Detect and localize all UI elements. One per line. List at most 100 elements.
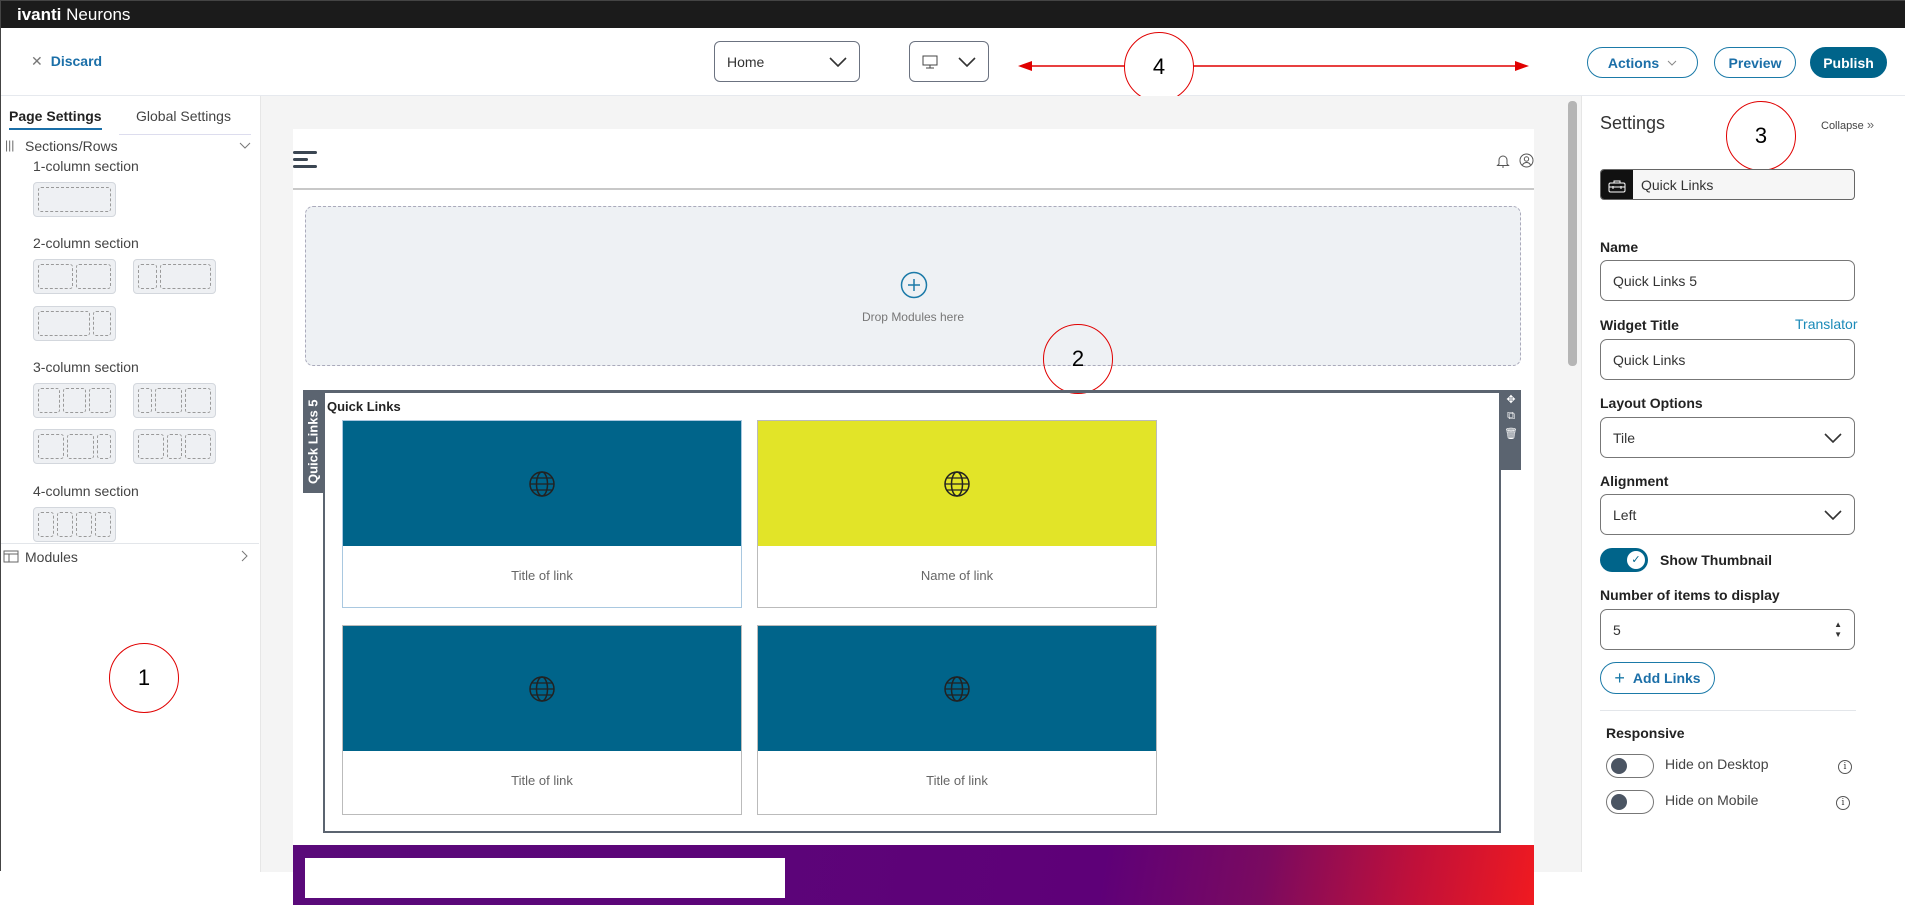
page-canvas: Drop Modules here 2 Quick Links 5 Quick … — [261, 96, 1581, 905]
tile-label: Title of link — [926, 773, 988, 788]
chevron-down-icon — [1824, 509, 1842, 520]
name-input[interactable]: Quick Links 5 — [1600, 260, 1855, 301]
double-chevron-right-icon: » — [1866, 117, 1875, 132]
divider — [1, 543, 259, 544]
widget-toolbar: ✥ ⧉ 🗑 — [1501, 390, 1521, 470]
alignment-label: Alignment — [1600, 473, 1669, 489]
trash-icon[interactable]: 🗑 — [1504, 428, 1518, 440]
add-links-button[interactable]: + Add Links — [1600, 662, 1715, 694]
close-icon: ✕ — [31, 53, 43, 69]
annotation-arrow — [1018, 61, 1529, 71]
alignment-select[interactable]: Left — [1600, 494, 1855, 535]
hide-desktop-label: Hide on Desktop — [1665, 756, 1769, 772]
tile-label: Title of link — [511, 773, 573, 788]
annotation-4: 4 — [1124, 32, 1194, 102]
annotation-3: 3 — [1726, 101, 1796, 171]
desktop-icon — [922, 55, 938, 68]
bell-icon[interactable] — [1496, 153, 1510, 169]
preview-button[interactable]: Preview — [1714, 47, 1796, 78]
hide-mobile-toggle[interactable] — [1606, 790, 1654, 814]
globe-icon — [529, 675, 555, 702]
layout-4col[interactable] — [33, 507, 116, 542]
discard-button[interactable]: ✕ Discard — [31, 53, 103, 69]
page-header-divider — [293, 188, 1534, 190]
tab-divider — [119, 134, 251, 135]
tile-label: Name of link — [920, 568, 994, 583]
quick-links-widget[interactable]: Quick Links ✥ ⧉ 🗑 Title of link Name of li… — [323, 390, 1521, 833]
layout-3col-b[interactable] — [33, 429, 116, 464]
page-select[interactable]: Home — [714, 41, 860, 82]
chevron-down-icon — [958, 56, 976, 67]
sections-rows-header[interactable]: ||| Sections/Rows — [1, 138, 256, 158]
annotation-1: 1 — [109, 643, 179, 713]
actions-button[interactable]: Actions — [1587, 47, 1698, 78]
modules-header[interactable]: Modules — [1, 546, 256, 568]
group-label: 4-column section — [33, 483, 139, 499]
chevron-down-icon — [239, 142, 251, 149]
group-label: 1-column section — [33, 158, 139, 174]
chevron-down-icon — [1667, 60, 1677, 66]
copy-icon[interactable]: ⧉ — [1507, 410, 1515, 422]
widget-title-label: Widget Title — [1600, 317, 1679, 333]
drag-handle-icon: ||| — [5, 138, 15, 152]
publish-button[interactable]: Publish — [1810, 47, 1887, 78]
module-type-box: Quick Links — [1600, 169, 1855, 200]
add-circle-icon[interactable] — [900, 271, 928, 299]
left-panel: Page Settings Global Settings ||| Sectio… — [1, 96, 261, 872]
move-icon[interactable]: ✥ — [1506, 394, 1516, 406]
hide-desktop-toggle[interactable] — [1606, 754, 1654, 778]
layout-2col-equal[interactable] — [33, 259, 116, 294]
layout-2col-narrow-wide[interactable] — [133, 259, 216, 294]
layout-3col-c[interactable] — [133, 429, 216, 464]
banner-search-box[interactable] — [305, 858, 785, 898]
widget-name-tab[interactable]: Quick Links 5 — [303, 390, 323, 493]
widget-title-input[interactable]: Quick Links — [1600, 339, 1855, 380]
stepper-icon[interactable]: ▲ ▼ — [1834, 619, 1842, 639]
annotation-2: 2 — [1043, 324, 1113, 394]
items-count-input[interactable]: 5 ▲ ▼ — [1600, 609, 1855, 650]
layout-3col-equal[interactable] — [33, 383, 116, 418]
group-label: 2-column section — [33, 235, 139, 251]
page-preview: Drop Modules here 2 Quick Links 5 Quick … — [293, 129, 1534, 905]
settings-panel: Settings Collapse » 3 Quick Links Name Q… — [1581, 96, 1905, 872]
show-thumbnail-toggle[interactable]: ✓ — [1600, 548, 1648, 572]
tab-page-settings[interactable]: Page Settings — [9, 108, 102, 130]
drop-zone-text: Drop Modules here — [861, 310, 965, 324]
plus-icon: + — [1614, 667, 1625, 688]
editor-header: ✕ Discard Home 4 Actions Preview Publish — [1, 28, 1905, 102]
layout-3col-a[interactable] — [133, 383, 216, 418]
top-bar: ivanti Neurons — [1, 1, 1905, 28]
globe-icon — [944, 675, 970, 702]
widget-title: Quick Links — [327, 399, 401, 414]
items-label: Number of items to display — [1600, 587, 1780, 603]
settings-title: Settings — [1600, 113, 1666, 133]
canvas-scrollbar[interactable] — [1568, 101, 1577, 366]
translator-link[interactable]: Translator — [1795, 316, 1858, 332]
link-tile[interactable]: Title of link — [342, 420, 742, 608]
layout-1col[interactable] — [33, 182, 116, 217]
info-icon[interactable]: i — [1838, 760, 1852, 774]
info-icon[interactable]: i — [1836, 796, 1850, 810]
layout-2col-wide-narrow[interactable] — [33, 306, 116, 341]
check-icon: ✓ — [1627, 551, 1645, 569]
layout-options-label: Layout Options — [1600, 395, 1703, 411]
link-tile[interactable]: Name of link — [757, 420, 1157, 608]
link-tile[interactable]: Title of link — [757, 625, 1157, 815]
globe-icon — [944, 470, 970, 497]
chevron-down-icon — [1824, 432, 1842, 443]
user-icon[interactable] — [1519, 153, 1534, 168]
tile-thumbnail — [758, 421, 1156, 546]
layout-icon — [3, 550, 19, 563]
tile-thumbnail — [343, 626, 741, 751]
drop-zone[interactable]: Drop Modules here — [305, 206, 1521, 366]
link-tile[interactable]: Title of link — [342, 625, 742, 815]
name-label: Name — [1600, 239, 1639, 255]
hamburger-menu-icon[interactable] — [293, 151, 318, 168]
show-thumbnail-label: Show Thumbnail — [1660, 552, 1772, 568]
collapse-button[interactable]: Collapse » — [1821, 117, 1875, 132]
layout-options-select[interactable]: Tile — [1600, 417, 1855, 458]
device-select[interactable] — [909, 41, 989, 82]
tile-label: Title of link — [511, 568, 573, 583]
toolbox-icon — [1601, 170, 1633, 199]
tab-global-settings[interactable]: Global Settings — [136, 108, 231, 124]
